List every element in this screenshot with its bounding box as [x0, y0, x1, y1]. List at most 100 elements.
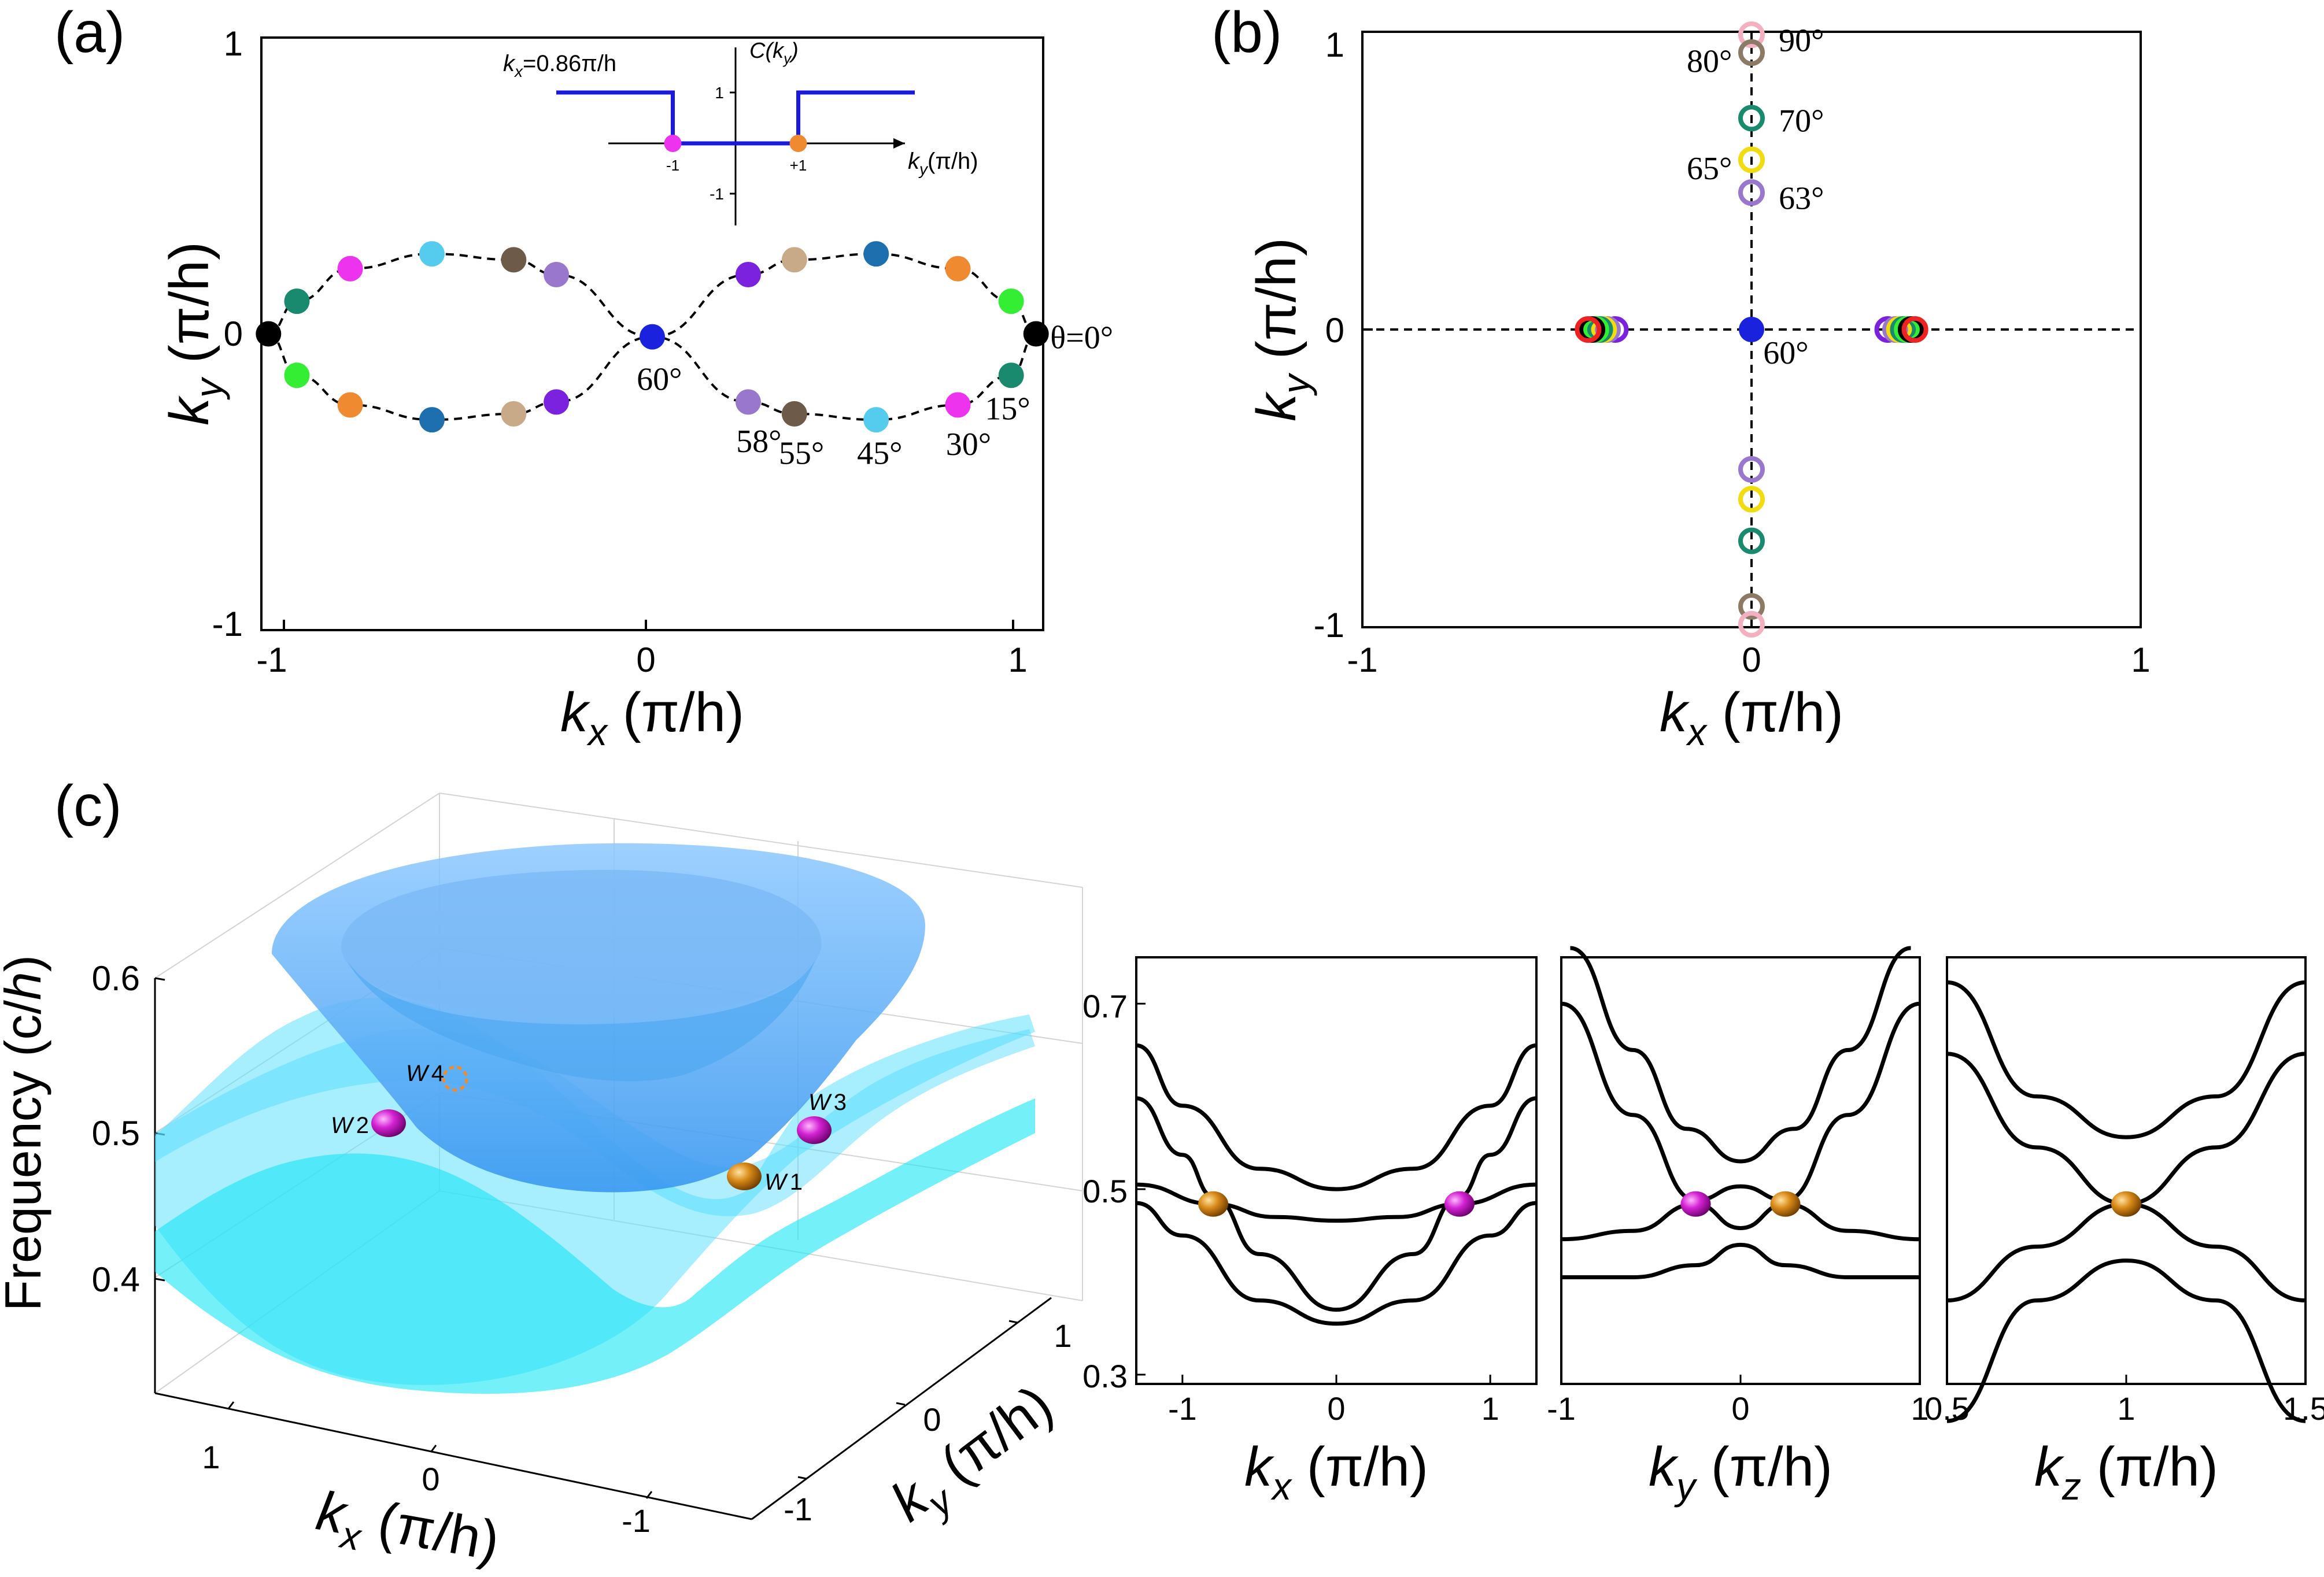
data-point [501, 247, 527, 273]
inset-marker [789, 135, 807, 152]
band-markers [1198, 1191, 1475, 1217]
y-tick-label: 1 [1325, 25, 1344, 64]
y-tick-label: -1 [212, 605, 243, 643]
x-tick-label: 0 [636, 641, 655, 679]
angle-label: 58° [736, 424, 781, 460]
data-point [1738, 527, 1765, 554]
x-tick-label: 1 [202, 1439, 220, 1475]
panel-a-points [256, 241, 1049, 433]
lower-band-surface-front [155, 1098, 1035, 1394]
angle-label: 15° [985, 391, 1030, 427]
angle-label: 60° [637, 361, 682, 397]
inset-ylabel: C(ky) [749, 39, 799, 67]
band-line-band4 [1569, 946, 1912, 1164]
band-line-band3 [1561, 1001, 1920, 1202]
panel-b-xticks: -1 0 1 [1347, 641, 2150, 679]
y-tick-label: 0 [923, 1401, 941, 1438]
inset-marker [664, 135, 682, 152]
panel-b-angle-labels: 90° 80° 70° 65° 63° 60° [1687, 23, 1824, 371]
z-tick-label: 0.4 [92, 1260, 140, 1299]
band-ticks: 0.5 1 1.5 [1924, 1375, 2324, 1427]
data-point [544, 389, 570, 415]
data-point [337, 392, 363, 418]
band-panel-kx-xlabel: kx (π/h) [1244, 1436, 1428, 1508]
data-point [998, 362, 1024, 388]
weyl-marker [1680, 1191, 1711, 1217]
x-tick-label: 1 [1911, 1390, 1928, 1427]
3d-z-axis-label: Frequency (c/h) [0, 955, 51, 1311]
inset-ytick: -1 [710, 185, 724, 203]
data-point [1738, 146, 1765, 173]
panel-a-x-axis-label: kx (π/h) [560, 682, 744, 753]
chern-inset: 1 -1 -1 +1 kx=0.86π/h C(ky) ky(π/h) [503, 39, 978, 225]
data-point [284, 362, 310, 388]
inset-marker-label: -1 [666, 157, 679, 174]
data-point [998, 288, 1024, 314]
band-panel-kz-xlabel: kz (π/h) [2034, 1436, 2218, 1508]
data-point [1738, 593, 1765, 620]
band-markers [1680, 1191, 1801, 1217]
weyl-marker [1444, 1191, 1475, 1217]
band-line-band3 [1136, 1096, 1537, 1312]
angle-label: 60° [1763, 335, 1808, 371]
inset-title: kx=0.86π/h [503, 51, 616, 80]
inset-ytick: 1 [715, 84, 724, 102]
band-lines [1136, 1043, 1537, 1326]
3d-x-ticks: 1 0 -1 [202, 1439, 650, 1539]
panel-c-label: (c) [54, 773, 122, 838]
panel-b-y-axis-label: ky (π/h) [1246, 238, 1317, 421]
data-point [1738, 39, 1765, 66]
data-point [1738, 486, 1765, 513]
x-tick-label: 0.5 [1924, 1390, 1970, 1427]
y-tick-label: 1 [224, 24, 243, 63]
data-point [863, 241, 889, 267]
band-line-band2 [1561, 1202, 1920, 1242]
band-ticks: -1 0 1 [1136, 1002, 1499, 1427]
band-panel-ky: -1 0 1 ky (π/h) [1547, 946, 1929, 1508]
y-tick-label: -1 [1314, 606, 1344, 645]
data-point [1738, 179, 1765, 206]
band-panel-kx: -1 0 1 kx (π/h) [1135, 956, 1538, 1508]
y-tick-label: 0.7 [1082, 988, 1128, 1024]
band-line-band2 [1946, 1202, 2306, 1303]
3d-x-axis-label: kx (π/h) [311, 1480, 504, 1577]
x-tick-label: 0 [1327, 1390, 1345, 1427]
angle-label: 30° [946, 427, 991, 462]
panel-b-label: (b) [1211, 0, 1282, 65]
x-tick-label: -1 [256, 641, 287, 679]
3d-y-ticks: 1 0 -1 [784, 1317, 1072, 1527]
angle-label: 70° [1779, 103, 1824, 139]
x-tick-label: -1 [1547, 1390, 1576, 1427]
chern-step-line [556, 90, 915, 146]
inset-markers: -1 +1 [664, 135, 807, 174]
panel-b-points [1575, 21, 1928, 638]
z-tick-label: 0.5 [92, 1114, 140, 1153]
x-tick-label: 0 [422, 1461, 439, 1497]
data-point [735, 389, 761, 415]
inset-marker-label: +1 [790, 157, 807, 174]
data-point [781, 247, 807, 273]
band-panel-kz: 0.5 1 1.5 kz (π/h) [1924, 956, 2324, 1508]
data-point [1739, 317, 1764, 342]
3d-y-axis-label: ky (π/h) [880, 1374, 1070, 1541]
band-panel-kz-frame [1946, 956, 2307, 1385]
band-line-band1 [1946, 1258, 2306, 1423]
x-tick-label: 0 [1742, 641, 1761, 679]
angle-label: 45° [857, 436, 902, 472]
band-panel-ky-frame [1560, 956, 1921, 1385]
x-tick-label: 1.5 [2283, 1390, 2324, 1427]
band-yticks: 0.7 0.5 0.3 [1082, 988, 1128, 1394]
data-point [781, 401, 807, 427]
band-line-band1 [1136, 1201, 1537, 1326]
data-point [256, 321, 282, 347]
angle-label: θ=0° [1050, 320, 1113, 356]
band-line-band1 [1561, 1242, 1920, 1280]
data-point [1738, 105, 1765, 132]
panel-a-angle-labels: θ=0° 15°30° 45° 55°58° 60° [637, 320, 1113, 472]
